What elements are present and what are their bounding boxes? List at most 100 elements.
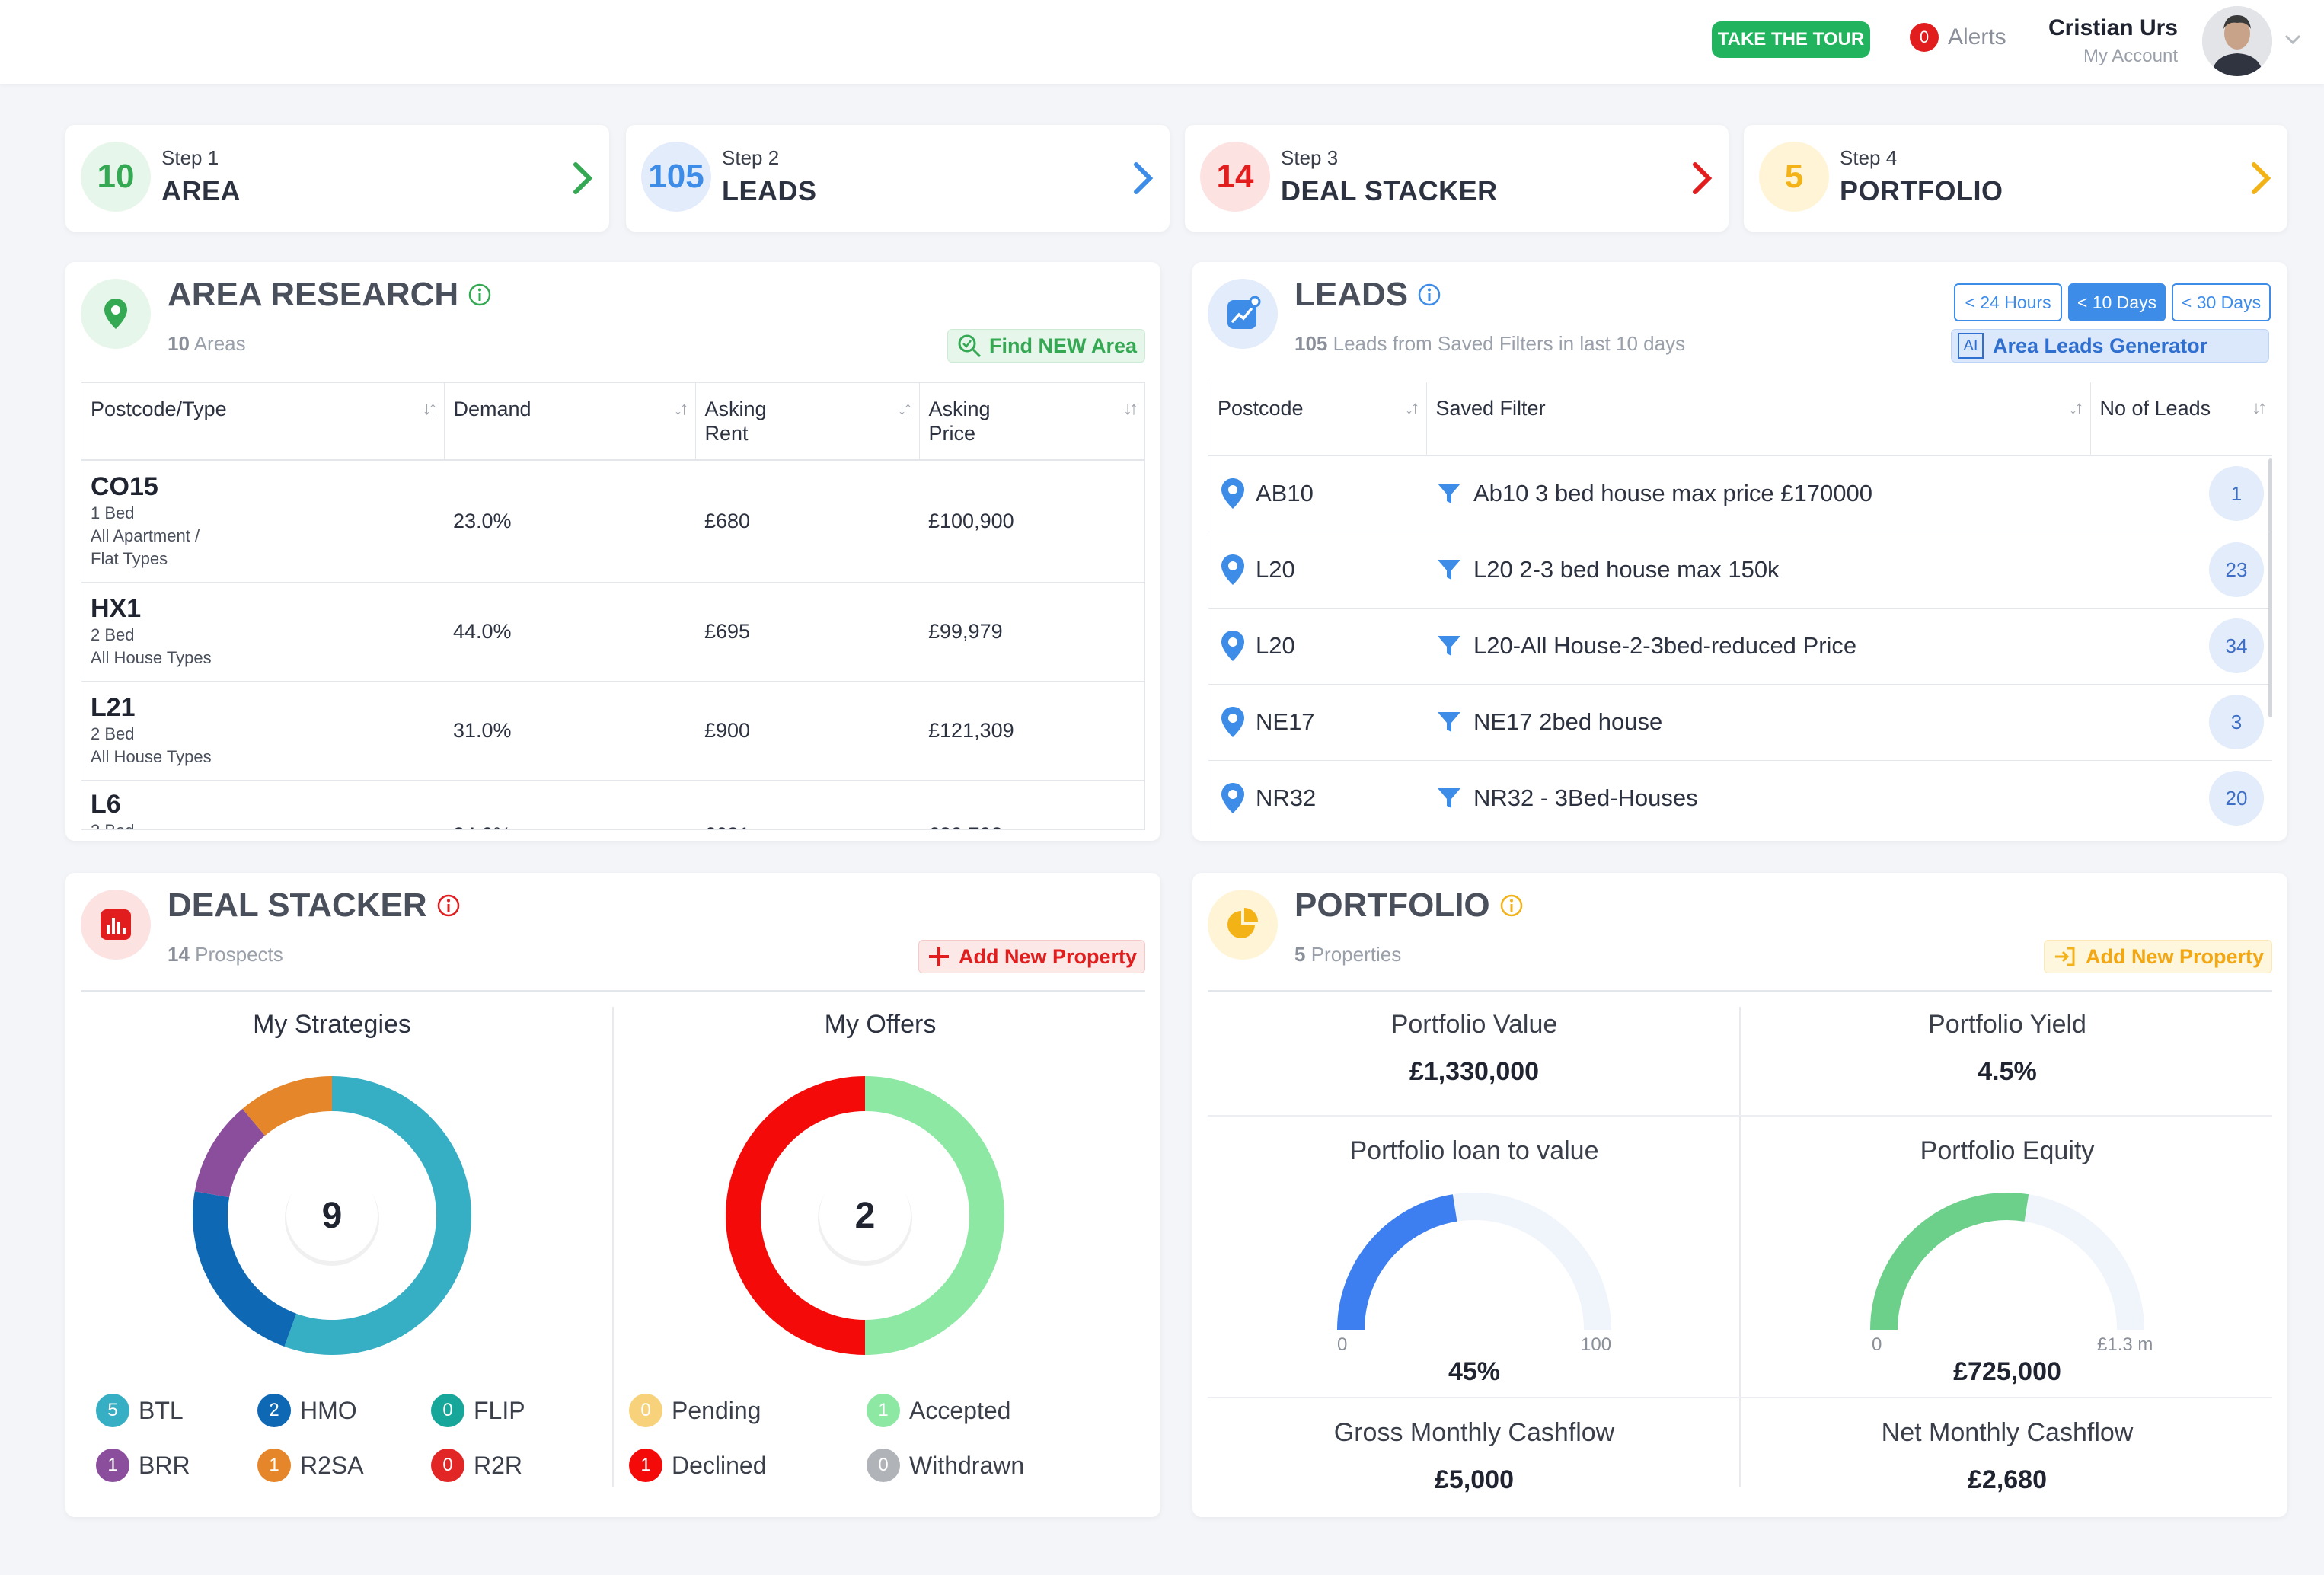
- net-cashflow-label: Net Monthly Cashflow: [1881, 1418, 2134, 1447]
- cell-filter: NR32 - 3Bed-Houses: [1426, 760, 2090, 830]
- range-30-days-button[interactable]: < 30 Days: [2172, 283, 2271, 321]
- avatar-photo-icon: [2202, 6, 2272, 76]
- info-icon[interactable]: [1499, 893, 1524, 918]
- area-count: 10: [168, 332, 190, 355]
- ltv-max: 100: [1581, 1334, 1612, 1355]
- legend-r2sa[interactable]: 1 R2SA: [257, 1449, 364, 1482]
- sort-icon: ↓↑: [1404, 398, 1420, 418]
- table-row[interactable]: L6 2 Bed 34.0% £681 £89,793: [81, 780, 1144, 829]
- find-new-area-button[interactable]: Find NEW Area: [947, 329, 1145, 363]
- table-row[interactable]: CO15 1 Bed All Apartment / Flat Types 23…: [81, 460, 1144, 583]
- cell-filter: L20 2-3 bed house max 150k: [1426, 532, 2090, 609]
- add-new-property-button[interactable]: Add New Property: [918, 940, 1145, 973]
- cell-postcode: HX1 2 Bed All House Types: [81, 582, 444, 682]
- step-area-card[interactable]: 10 Step 1 AREA: [65, 125, 609, 232]
- add-new-property-label: Add New Property: [958, 944, 1137, 968]
- strategies-slice-brr[interactable]: [194, 1108, 266, 1198]
- step-portfolio-count: 5: [1759, 142, 1829, 212]
- area-table-wrap[interactable]: Postcode/Type ↓↑ Demand ↓↑ Asking Rent ↓↑ A…: [81, 382, 1145, 830]
- bar-chart-icon: [101, 909, 131, 940]
- map-pin-icon: [1221, 554, 1244, 585]
- add-new-property-button[interactable]: Add New Property: [2043, 940, 2272, 973]
- user-name[interactable]: Cristian Urs: [2048, 15, 2178, 40]
- filter-icon: [1438, 788, 1460, 808]
- take-tour-button[interactable]: TAKE THE TOUR: [1712, 21, 1870, 58]
- cell-postcode: L6 2 Bed: [81, 780, 444, 829]
- alerts[interactable]: 0 Alerts: [1910, 23, 2006, 52]
- legend-declined[interactable]: 1 Declined: [629, 1449, 767, 1482]
- map-pin-icon: [104, 299, 127, 329]
- col-demand[interactable]: Demand ↓↑: [444, 383, 696, 461]
- chevron-down-icon[interactable]: [2281, 27, 2304, 50]
- col-no-of-leads[interactable]: No of Leads ↓↑: [2090, 382, 2272, 456]
- col-asking-price[interactable]: Asking Price ↓↑: [919, 383, 1144, 461]
- legend-withdrawn[interactable]: 0 Withdrawn: [867, 1449, 1024, 1482]
- step-area-title: AREA: [161, 175, 241, 206]
- filter-icon: [1438, 484, 1460, 504]
- offers-center: [819, 1170, 911, 1261]
- portfolio-equity-label: Portfolio Equity: [1920, 1136, 2095, 1165]
- leads-table-wrap[interactable]: Postcode ↓↑ Saved Filter ↓↑ No of Leads ↓↑ …: [1208, 382, 2272, 830]
- legend-r2r[interactable]: 0 R2R: [431, 1449, 522, 1482]
- portfolio-count: 5: [1294, 943, 1306, 966]
- col-postcode[interactable]: Postcode ↓↑: [1208, 382, 1427, 456]
- cell-price: £89,793: [919, 780, 1144, 829]
- cell-filter: L20-All House-2-3bed-reduced Price: [1426, 608, 2090, 685]
- info-icon[interactable]: [468, 283, 492, 307]
- table-row[interactable]: NR32 NR32 - 3Bed-Houses 20: [1208, 760, 2272, 830]
- gross-cashflow-label: Gross Monthly Cashflow: [1333, 1418, 1615, 1447]
- avatar[interactable]: [2202, 6, 2272, 76]
- my-account-link[interactable]: My Account: [2083, 46, 2178, 66]
- offers-slice-declined[interactable]: [726, 1076, 866, 1355]
- strategies-donut-chart[interactable]: 9: [187, 1071, 477, 1360]
- cell-count: 34: [2090, 608, 2272, 685]
- range-10-days-button[interactable]: < 10 Days: [2068, 283, 2166, 321]
- step-leads-card[interactable]: 105 Step 2 LEADS: [626, 125, 1170, 232]
- table-row[interactable]: L21 2 Bed All House Types 31.0% £900 £12…: [81, 681, 1144, 781]
- table-row[interactable]: AB10 Ab10 3 bed house max price £170000 …: [1208, 455, 2272, 532]
- cell-count: 3: [2090, 684, 2272, 761]
- col-postcode-type[interactable]: Postcode/Type ↓↑: [81, 383, 445, 461]
- table-row[interactable]: L20 L20 2-3 bed house max 150k 23: [1208, 532, 2272, 609]
- portfolio-icon-wrap: [1208, 890, 1278, 960]
- step-portfolio-card[interactable]: 5 Step 4 PORTFOLIO: [1744, 125, 2287, 232]
- info-icon[interactable]: [1417, 283, 1441, 307]
- cell-postcode: L20: [1208, 532, 1426, 609]
- area-leads-generator-button[interactable]: AI Area Leads Generator: [1951, 329, 2269, 363]
- strategies-slice-btl[interactable]: [284, 1076, 471, 1355]
- step-leads-label: Step 2: [722, 146, 780, 169]
- strategies-total: 9: [322, 1196, 343, 1236]
- deal-title-text: DEAL STACKER: [168, 887, 427, 924]
- step-deal-card[interactable]: 14 Step 3 DEAL STACKER: [1185, 125, 1729, 232]
- divider: [1208, 1397, 2272, 1398]
- portfolio-panel: PORTFOLIO 5 Properties Add New Property …: [1192, 873, 2287, 1517]
- legend-hmo[interactable]: 2 HMO: [257, 1394, 357, 1427]
- top-bar: TAKE THE TOUR 0 Alerts Cristian Urs My A…: [0, 0, 2324, 84]
- offers-donut-chart[interactable]: 2: [720, 1071, 1010, 1360]
- equity-value: £725,000: [1953, 1357, 2061, 1386]
- offers-slice-accepted[interactable]: [864, 1076, 1004, 1355]
- portfolio-yield: 4.5%: [1978, 1057, 2037, 1086]
- portfolio-ltv-label: Portfolio loan to value: [1349, 1136, 1599, 1165]
- legend-pending[interactable]: 0 Pending: [629, 1394, 761, 1427]
- table-row[interactable]: L20 L20-All House-2-3bed-reduced Price 3…: [1208, 608, 2272, 685]
- table-row[interactable]: HX1 2 Bed All House Types 44.0% £695 £99…: [81, 582, 1144, 682]
- range-24-hours-button[interactable]: < 24 Hours: [1954, 283, 2062, 321]
- col-asking-rent[interactable]: Asking Rent ↓↑: [695, 383, 920, 461]
- equity-gauge: [1870, 1193, 2144, 1331]
- alerts-label: Alerts: [1948, 24, 2006, 50]
- portfolio-value: £1,330,000: [1409, 1057, 1540, 1086]
- legend-accepted[interactable]: 1 Accepted: [867, 1394, 1010, 1427]
- scrollbar-thumb[interactable]: [2268, 458, 2272, 717]
- strategies-slice-hmo[interactable]: [193, 1191, 297, 1347]
- legend-flip[interactable]: 0 FLIP: [431, 1394, 525, 1427]
- info-icon[interactable]: [436, 893, 461, 918]
- deal-count-label: Prospects: [195, 943, 283, 966]
- legend-brr[interactable]: 1 BRR: [96, 1449, 190, 1482]
- strategies-slice-r2sa[interactable]: [242, 1076, 333, 1136]
- cell-count: 20: [2090, 760, 2272, 830]
- legend-btl[interactable]: 5 BTL: [96, 1394, 184, 1427]
- portfolio-value-label: Portfolio Value: [1390, 1010, 1558, 1039]
- table-row[interactable]: NE17 NE17 2bed house 3: [1208, 684, 2272, 761]
- col-saved-filter[interactable]: Saved Filter ↓↑: [1426, 382, 2091, 456]
